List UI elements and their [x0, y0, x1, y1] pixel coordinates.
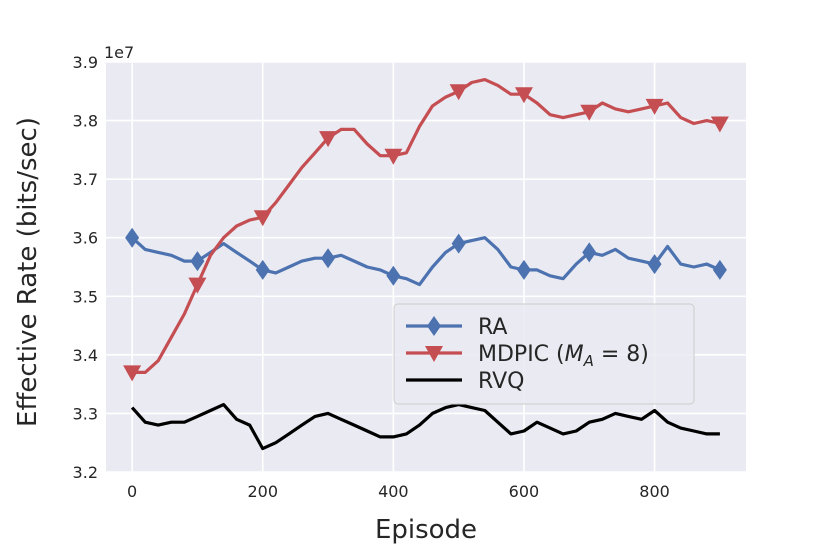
y-scale-label: 1e7: [104, 43, 134, 62]
series-marker: [451, 233, 466, 254]
x-axis-label: Episode: [375, 515, 477, 545]
legend-marker: [427, 316, 441, 336]
series-2: [130, 403, 720, 451]
series-marker: [188, 277, 207, 294]
series-marker: [647, 254, 662, 275]
y-tick-label: 3.4: [73, 346, 98, 365]
legend-marker: [425, 346, 443, 362]
series-marker: [710, 116, 729, 133]
series-1: [123, 78, 729, 382]
x-tick-label: 400: [378, 482, 409, 501]
series-0: [125, 227, 727, 287]
x-tick-label: 600: [509, 482, 540, 501]
legend-label: RVQ: [478, 369, 524, 394]
series-marker: [255, 259, 270, 280]
series-marker: [449, 84, 468, 101]
series-line: [131, 236, 721, 287]
x-tick-label: 800: [639, 482, 670, 501]
series-marker: [386, 265, 401, 286]
y-tick-label: 3.3: [73, 404, 98, 423]
y-tick-label: 3.2: [73, 463, 98, 482]
series-marker: [516, 259, 531, 280]
series-marker: [645, 98, 664, 115]
y-tick-label: 3.7: [73, 170, 98, 189]
x-tick-label: 200: [247, 482, 278, 501]
ticks: 0 200 400 600 800 3.2 3.3 3.4 3.5 3.6 3.7 3.8 3.9: [73, 53, 670, 501]
series-marker: [253, 210, 272, 227]
series-marker: [582, 242, 597, 263]
legend-label: RA: [478, 315, 507, 340]
series-marker: [319, 131, 338, 148]
y-axis-label: Effective Rate (bits/sec): [13, 117, 43, 427]
series-marker: [580, 104, 599, 121]
series-marker: [384, 148, 403, 165]
series-marker: [712, 259, 727, 280]
series-marker: [123, 365, 142, 382]
y-tick-label: 3.6: [73, 229, 98, 248]
series-line: [130, 403, 720, 451]
y-tick-label: 3.5: [73, 287, 98, 306]
y-tick-label: 3.8: [73, 112, 98, 131]
y-tick-label: 3.9: [73, 53, 98, 72]
legend-box: [393, 303, 695, 405]
series-marker: [321, 248, 336, 269]
series-marker: [514, 87, 533, 104]
series-layer: [123, 78, 729, 451]
series-marker: [190, 251, 205, 272]
legend-label: MDPIC (MA = 8): [478, 342, 649, 370]
series-line: [132, 78, 721, 374]
x-tick-label: 0: [127, 482, 137, 501]
series-marker: [125, 227, 140, 248]
